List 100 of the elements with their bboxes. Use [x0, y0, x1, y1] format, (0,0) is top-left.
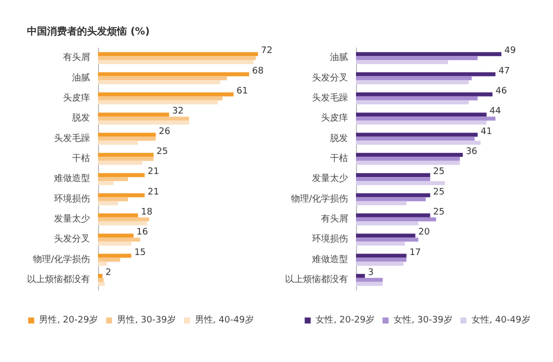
- bar: [356, 72, 496, 76]
- y-tick-label: 头发分叉: [54, 234, 90, 245]
- bar: [98, 160, 142, 165]
- bar: [98, 80, 220, 84]
- data-label: 25: [433, 167, 445, 178]
- y-tick-label: 头皮痒: [321, 112, 348, 124]
- bar: [356, 160, 460, 165]
- bar: [98, 238, 140, 242]
- bar: [98, 120, 190, 125]
- y-tick-label: 有头屑: [321, 213, 348, 224]
- bar: [356, 120, 487, 125]
- bar: [98, 96, 222, 100]
- bar: [356, 193, 430, 198]
- bar: [98, 92, 234, 96]
- bar: [98, 52, 258, 56]
- legend-label: 女性, 40-49岁: [471, 314, 530, 326]
- legend-label: 男性, 20-29岁: [39, 314, 98, 326]
- bar: [356, 238, 418, 242]
- y-tick-label: 以上烦恼都没有: [285, 274, 348, 285]
- bar: [98, 112, 170, 117]
- data-label: 72: [261, 46, 272, 56]
- bar: [98, 254, 132, 258]
- bar: [356, 258, 406, 262]
- legend-label: 男性, 30-39岁: [117, 314, 176, 326]
- y-tick-label: 难做造型: [312, 254, 348, 265]
- bar: [356, 132, 478, 137]
- bar: [98, 140, 138, 145]
- y-tick-label: 头发分叉: [312, 72, 348, 84]
- bar: [98, 156, 154, 161]
- bar: [356, 76, 472, 80]
- bar: [356, 213, 430, 218]
- bar: [356, 96, 478, 100]
- bar: [98, 72, 250, 76]
- y-tick-label: 环境损伤: [312, 234, 348, 245]
- bar: [356, 274, 365, 278]
- data-label: 36: [466, 146, 478, 157]
- bar: [356, 234, 416, 238]
- bar: [98, 213, 138, 218]
- bar: [98, 262, 107, 266]
- bar: [356, 181, 446, 186]
- bar: [356, 201, 406, 206]
- legend-label: 女性, 30-39岁: [394, 314, 452, 326]
- bar: [98, 242, 132, 246]
- data-label: 32: [172, 106, 184, 117]
- bar: [356, 282, 383, 286]
- bar: [98, 278, 104, 282]
- chart-title: 中国消费者的头发烦恼 (%): [27, 26, 150, 38]
- bar: [356, 92, 492, 96]
- bar: [98, 217, 150, 222]
- bar: [98, 282, 105, 286]
- bar: [356, 136, 475, 141]
- bar: [98, 234, 134, 238]
- bar: [98, 56, 256, 60]
- bar: [356, 197, 426, 202]
- bar: [98, 100, 218, 104]
- data-label: 20: [418, 228, 430, 238]
- bar: [98, 274, 102, 278]
- y-tick-label: 脱发: [330, 132, 348, 144]
- bar: [98, 173, 145, 178]
- data-label: 68: [252, 66, 264, 76]
- legend-label: 女性, 20-29岁: [316, 314, 375, 326]
- y-tick-label: 环境损伤: [54, 193, 90, 204]
- data-label: 44: [490, 106, 502, 117]
- legend-label: 男性, 40-49岁: [194, 314, 254, 326]
- bar: [98, 258, 120, 262]
- bar: [356, 60, 448, 64]
- bar: [98, 177, 128, 182]
- bar: [356, 242, 405, 246]
- bar: [98, 221, 147, 226]
- bar: [356, 156, 460, 161]
- y-tick-label: 难做造型: [54, 173, 90, 184]
- bar: [98, 76, 227, 80]
- data-label: 26: [158, 126, 171, 137]
- data-label: 25: [156, 146, 168, 157]
- bar: [356, 116, 496, 121]
- data-label: 46: [495, 86, 508, 96]
- y-tick-label: 干枯: [72, 152, 90, 164]
- y-tick-label: 头发毛躁: [54, 132, 90, 144]
- data-label: 15: [134, 248, 146, 258]
- bar: [98, 181, 114, 186]
- bar: [356, 112, 487, 117]
- y-tick-label: 油腻: [330, 52, 348, 64]
- bar: [356, 140, 481, 145]
- bar: [356, 221, 418, 226]
- bar: [356, 152, 463, 157]
- bar: [356, 254, 406, 258]
- y-tick-label: 物理/化学损伤: [290, 193, 348, 204]
- y-tick-label: 头发毛躁: [312, 92, 348, 104]
- y-tick-label: 以上烦恼都没有: [27, 274, 90, 285]
- bar: [356, 177, 430, 182]
- data-label: 25: [433, 207, 445, 218]
- y-tick-label: 物理/化学损伤: [32, 254, 90, 265]
- data-label: 3: [368, 268, 374, 278]
- data-label: 49: [504, 46, 516, 56]
- bar: [356, 56, 478, 60]
- bar: [98, 193, 145, 198]
- data-label: 21: [148, 167, 160, 178]
- data-label: 47: [498, 66, 510, 76]
- bar: [356, 262, 404, 266]
- bar: [98, 132, 156, 137]
